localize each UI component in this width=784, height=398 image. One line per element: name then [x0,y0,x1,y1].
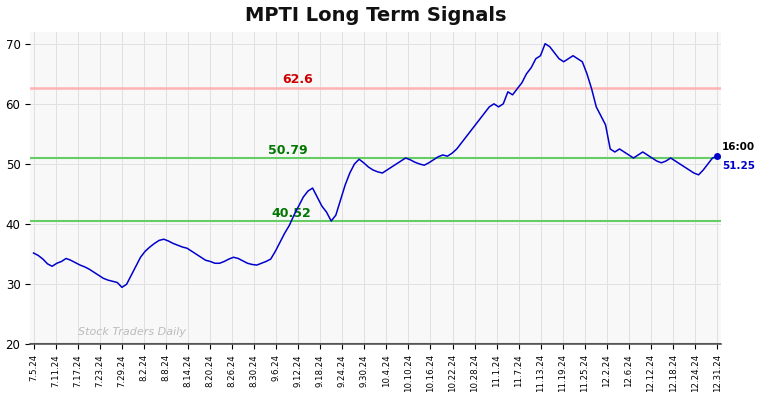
Text: 62.6: 62.6 [282,73,313,86]
Text: 51.25: 51.25 [722,161,755,171]
Text: 50.79: 50.79 [268,144,308,157]
Text: Stock Traders Daily: Stock Traders Daily [78,327,186,337]
Text: 40.52: 40.52 [272,207,311,220]
Title: MPTI Long Term Signals: MPTI Long Term Signals [245,6,506,25]
Text: 16:00: 16:00 [722,142,755,152]
